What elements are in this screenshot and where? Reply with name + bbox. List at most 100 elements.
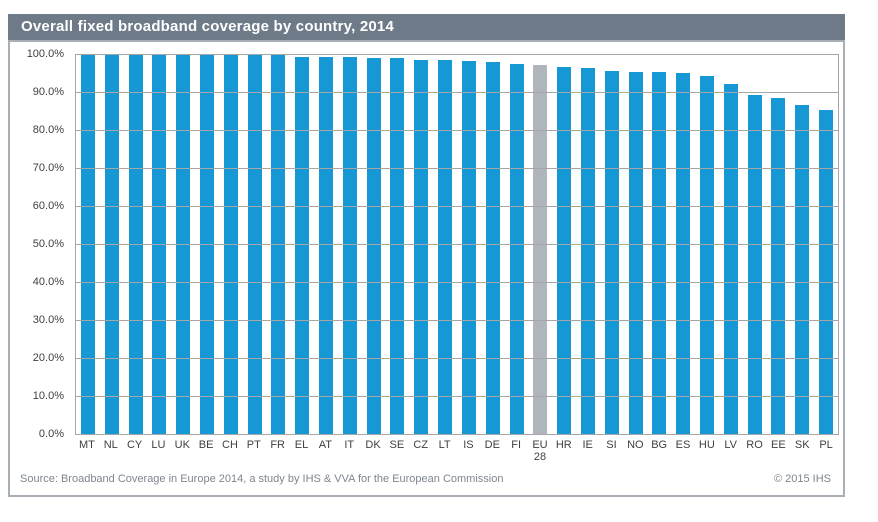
bar-slot — [719, 54, 743, 434]
y-tick-label: 50.0% — [32, 238, 64, 250]
bar-FI — [509, 64, 524, 434]
bar-SE — [390, 58, 405, 434]
bar-slot — [576, 54, 600, 434]
x-tick-label-IE: IE — [576, 439, 600, 463]
x-tick-label-MT: MT — [75, 439, 99, 463]
x-tick-label-LU: LU — [147, 439, 171, 463]
x-tick-label-line: HU — [698, 439, 715, 451]
x-tick-label-SK: SK — [790, 439, 814, 463]
y-tick-label: 60.0% — [32, 200, 64, 212]
bar-slot — [767, 54, 791, 434]
x-tick-label-line: 28 — [533, 451, 547, 463]
bar-slot — [409, 54, 433, 434]
gridline — [76, 92, 838, 93]
x-tick-label-line: LU — [151, 439, 166, 451]
x-tick-label-BE: BE — [194, 439, 218, 463]
x-tick-label-line: IT — [344, 439, 355, 451]
bar-EL — [295, 56, 310, 434]
bar-slot — [457, 54, 481, 434]
x-tick-label-line: LT — [438, 439, 451, 451]
copyright-note: © 2015 IHS — [773, 473, 831, 485]
x-tick-label-LV: LV — [719, 439, 743, 463]
x-tick-label-line: AT — [318, 439, 332, 451]
y-tick-label: 100.0% — [26, 48, 64, 60]
bar-RO — [747, 95, 762, 434]
x-tick-label-line: SE — [389, 439, 405, 451]
x-tick-label-line: HR — [555, 439, 572, 451]
x-tick-label-line: DK — [365, 439, 381, 451]
x-tick-label-LT: LT — [433, 439, 457, 463]
bar-IE — [580, 68, 595, 434]
x-tick-label-PT: PT — [242, 439, 266, 463]
x-tick-label-line: FR — [270, 439, 285, 451]
x-tick-label-line: NO — [627, 439, 644, 451]
x-tick-label-line: NL — [103, 439, 118, 451]
y-tick-label: 40.0% — [32, 276, 64, 288]
x-tick-label-line: ES — [675, 439, 691, 451]
x-tick-label-FR: FR — [266, 439, 290, 463]
x-tick-label-BG: BG — [647, 439, 671, 463]
bar-slot — [671, 54, 695, 434]
bar-slot — [528, 54, 552, 434]
y-axis: 100.0% 90.0% 80.0% 70.0% 60.0% 50.0% 40.0% 30.0… — [10, 48, 70, 440]
y-tick-label: 90.0% — [32, 86, 64, 98]
bar-EE — [771, 98, 786, 434]
x-tick-label-EL: EL — [290, 439, 314, 463]
x-tick-label-line: BE — [198, 439, 214, 451]
y-tick-label: 80.0% — [32, 124, 64, 136]
chart-frame: 100.0% 90.0% 80.0% 70.0% 60.0% 50.0% 40.0% 30.0… — [8, 40, 845, 497]
x-tick-label-line: LV — [724, 439, 738, 451]
gridline — [76, 358, 838, 359]
x-tick-label-line: CH — [222, 439, 238, 451]
x-tick-label-IS: IS — [457, 439, 481, 463]
bar-ES — [676, 73, 691, 434]
y-tick-label: 0.0% — [38, 428, 64, 440]
x-tick-label-DE: DE — [480, 439, 504, 463]
bar-slot — [505, 54, 529, 434]
gridline — [76, 168, 838, 169]
x-tick-label-UK: UK — [170, 439, 194, 463]
x-tick-label-line: PT — [246, 439, 261, 451]
x-tick-label-PL: PL — [814, 439, 838, 463]
bar-slot — [600, 54, 624, 434]
bar-slot — [790, 54, 814, 434]
x-tick-label-RO: RO — [743, 439, 767, 463]
chart-title-bar: Overall fixed broadband coverage by coun… — [8, 14, 845, 40]
x-tick-label-HU: HU — [695, 439, 719, 463]
x-tick-label-line: PL — [819, 439, 833, 451]
bar-IS — [461, 61, 476, 434]
bar-DK — [366, 57, 381, 434]
x-tick-label-EU28: EU 28 — [528, 439, 552, 463]
x-tick-label-line: UK — [174, 439, 190, 451]
x-tick-label-line: MT — [78, 439, 95, 451]
y-tick-label: 10.0% — [32, 390, 64, 402]
bar-HR — [557, 66, 572, 434]
bar-AT — [319, 57, 334, 434]
x-tick-label-line: CY — [126, 439, 143, 451]
x-tick-label-SE: SE — [385, 439, 409, 463]
gridline — [76, 206, 838, 207]
bar-LT — [438, 60, 453, 434]
bar-HU — [700, 76, 715, 434]
bar-SK — [795, 105, 810, 434]
bar-BG — [652, 72, 667, 434]
x-tick-label-HR: HR — [552, 439, 576, 463]
bar-EU28 — [533, 65, 548, 434]
y-tick-label: 20.0% — [32, 352, 64, 364]
x-tick-label-CZ: CZ — [409, 439, 433, 463]
plot-area — [75, 54, 839, 435]
x-tick-label-line: RO — [746, 439, 763, 451]
x-tick-label-line: IE — [582, 439, 593, 451]
y-tick-label: 70.0% — [32, 162, 64, 174]
x-tick-label-line: EE — [771, 439, 786, 451]
x-tick-label-ES: ES — [671, 439, 695, 463]
gridline — [76, 54, 838, 55]
x-tick-label-CH: CH — [218, 439, 242, 463]
bar-slot — [552, 54, 576, 434]
x-tick-label-line: BG — [651, 439, 668, 451]
chart-title: Overall fixed broadband coverage by coun… — [21, 18, 394, 35]
gridline — [76, 282, 838, 283]
x-tick-label-line: IS — [463, 439, 474, 451]
y-tick-label: 30.0% — [32, 314, 64, 326]
chart-footer: Source: Broadband Coverage in Europe 201… — [20, 473, 831, 485]
